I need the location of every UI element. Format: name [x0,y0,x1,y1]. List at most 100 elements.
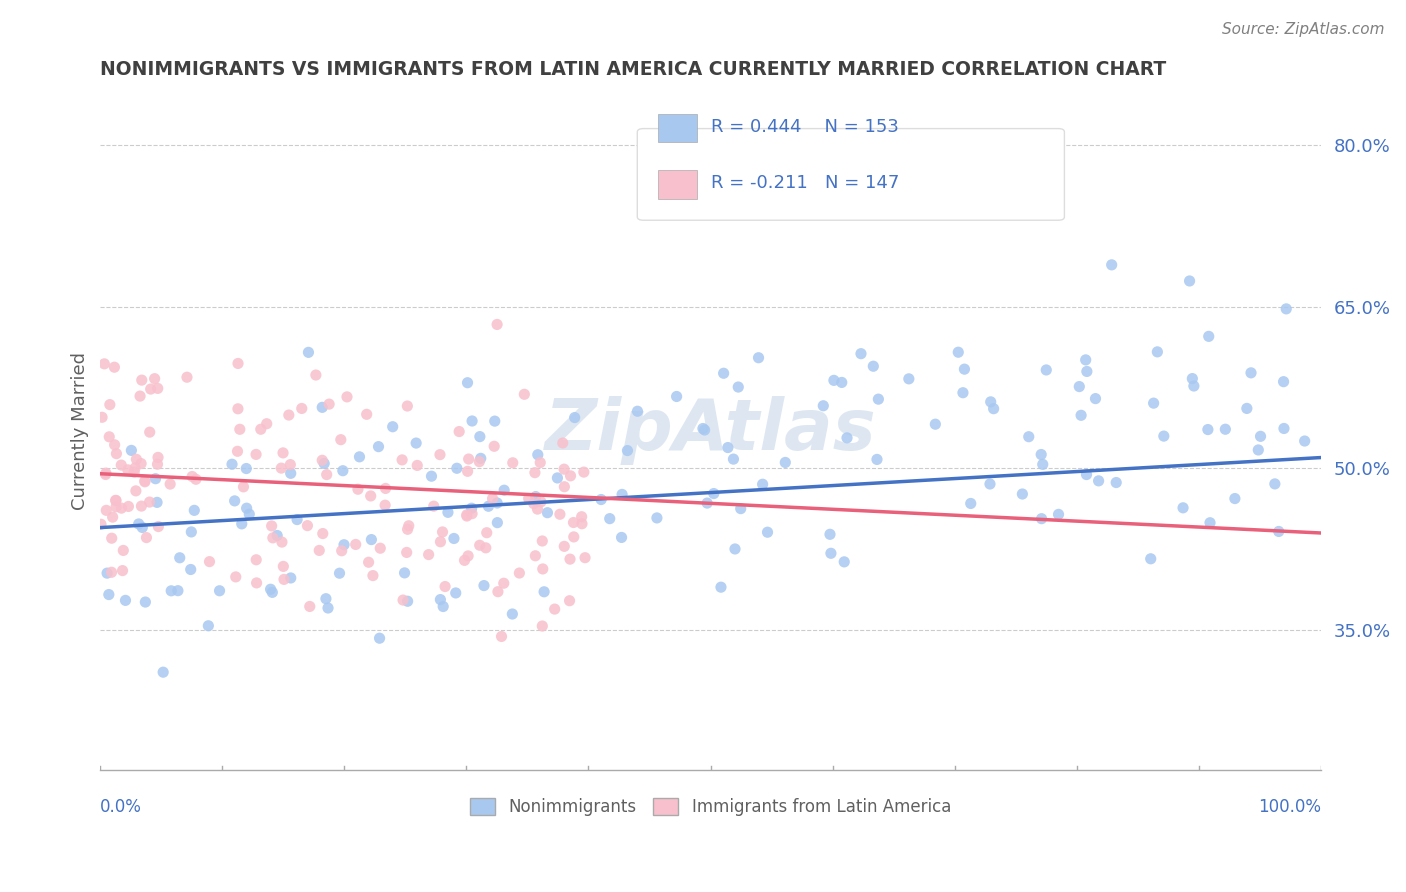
Point [329,433,352,447]
Point [145,472,167,486]
Point [429,448,451,462]
Point [866,452,889,467]
Point [167,583,190,598]
Point [470,451,492,466]
Point [484,414,506,428]
Point [125,452,148,467]
Point [122,465,145,479]
Point [730,501,752,516]
Point [1047,508,1070,522]
Point [457,376,479,390]
Point [367,440,389,454]
Point [1101,258,1123,272]
Point [297,518,319,533]
Point [328,566,350,581]
Point [610,487,633,501]
Point [104,493,127,508]
Point [717,441,740,455]
Point [311,401,333,415]
Point [475,525,498,540]
Point [832,555,855,569]
Point [396,594,419,608]
Point [756,525,779,540]
Point [953,362,976,376]
Point [312,526,335,541]
Point [277,408,299,422]
Point [531,619,554,633]
Point [1035,363,1057,377]
Point [368,541,391,556]
Point [456,509,478,524]
Point [245,553,267,567]
Point [146,381,169,395]
Point [105,500,128,514]
Point [152,665,174,680]
Point [983,401,1005,416]
Point [1171,500,1194,515]
Point [775,455,797,469]
Point [114,593,136,607]
Point [1250,429,1272,443]
Point [548,508,571,522]
Point [183,503,205,517]
Point [356,407,378,421]
Point [146,495,169,509]
Point [226,356,249,370]
Y-axis label: Currently Married: Currently Married [72,351,89,509]
Point [536,506,558,520]
Bar [658,170,697,199]
Point [111,564,134,578]
Point [1031,511,1053,525]
Point [330,543,353,558]
Point [418,548,440,562]
Point [197,619,219,633]
Point [1069,379,1091,393]
Point [129,389,152,403]
Text: 0.0%: 0.0% [100,797,142,815]
Point [221,457,243,471]
Point [271,446,294,460]
Point [544,602,567,616]
Point [475,541,498,555]
Bar [658,113,697,142]
Point [285,512,308,526]
Point [129,457,152,471]
Point [266,528,288,542]
Point [952,385,974,400]
Point [524,490,547,504]
Point [553,462,575,476]
Point [368,631,391,645]
Point [1146,344,1168,359]
Point [526,502,548,516]
Point [232,480,254,494]
Point [91,410,114,425]
Point [392,593,415,607]
Point [256,417,278,431]
Point [134,475,156,489]
Point [235,461,257,475]
Point [148,519,170,533]
Point [432,599,454,614]
Point [305,368,328,382]
Point [572,465,595,479]
Point [747,351,769,365]
Point [553,539,575,553]
Point [249,422,271,436]
Point [456,508,478,522]
Point [1178,274,1201,288]
Point [332,464,354,478]
Point [468,429,491,443]
Point [98,430,121,444]
Text: 100.0%: 100.0% [1258,797,1320,815]
Point [429,534,451,549]
Point [226,444,249,458]
Point [395,545,418,559]
Point [131,499,153,513]
Text: R = -0.211   N = 147: R = -0.211 N = 147 [710,174,898,192]
Point [169,550,191,565]
Point [591,492,613,507]
Point [610,531,633,545]
Point [486,496,509,510]
Point [1105,475,1128,490]
Point [1084,392,1107,406]
